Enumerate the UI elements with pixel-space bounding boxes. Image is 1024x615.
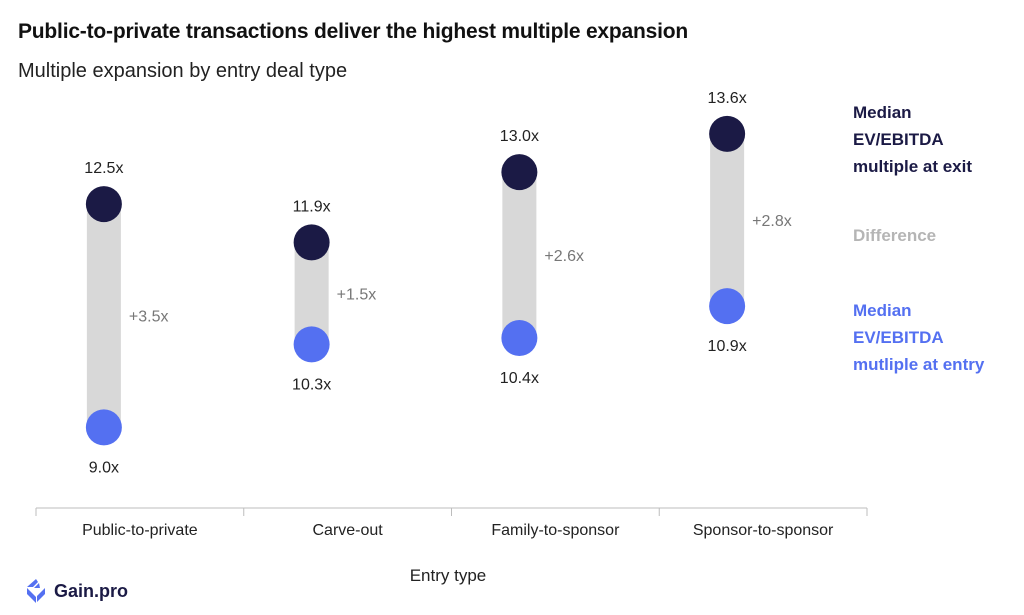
difference-label: +2.8x (752, 213, 792, 230)
difference-bar (710, 133, 745, 307)
difference-label: +2.6x (544, 248, 584, 265)
entry-value-label: 9.0x (89, 459, 119, 476)
difference-bar (86, 204, 121, 428)
exit-dot (501, 154, 538, 191)
exit-value-label: 13.0x (500, 128, 539, 145)
difference-bar (502, 172, 537, 339)
exit-value-label: 12.5x (84, 160, 123, 177)
gainpro-logo-icon (27, 579, 45, 603)
brand-logo: Gain.pro (24, 578, 128, 604)
entry-dot (501, 320, 538, 357)
x-tick-label: Family-to-sponsor (491, 522, 620, 539)
exit-dot (709, 115, 746, 152)
entry-value-label: 10.3x (292, 376, 331, 393)
exit-dot (293, 224, 330, 261)
exit-dot (85, 186, 122, 223)
difference-label: +1.5x (337, 286, 377, 303)
entry-dot (709, 288, 746, 325)
x-tick-label: Carve-out (313, 522, 384, 539)
x-axis-title: Entry type (409, 566, 487, 585)
x-tick-label: Sponsor-to-sponsor (693, 522, 834, 539)
brand-name: Gain.pro (54, 580, 129, 601)
difference-label: +3.5x (129, 309, 169, 326)
legend-exit: Median EV/EBITDA multiple at exit (853, 103, 973, 176)
entry-value-label: 10.4x (500, 370, 539, 387)
chart-subtitle: Multiple expansion by entry deal type (18, 60, 348, 82)
legend-entry: Median EV/EBITDA mutliple at entry (853, 301, 985, 374)
entry-dot (85, 409, 122, 446)
exit-value-label: 11.9x (293, 198, 331, 215)
entry-value-label: 10.9x (708, 338, 747, 355)
x-tick-label: Public-to-private (82, 522, 198, 539)
legend-difference: Difference (853, 226, 937, 245)
exit-value-label: 13.6x (708, 90, 747, 107)
entry-dot (293, 326, 330, 363)
chart-title: Public-to-private transactions deliver t… (18, 20, 689, 43)
